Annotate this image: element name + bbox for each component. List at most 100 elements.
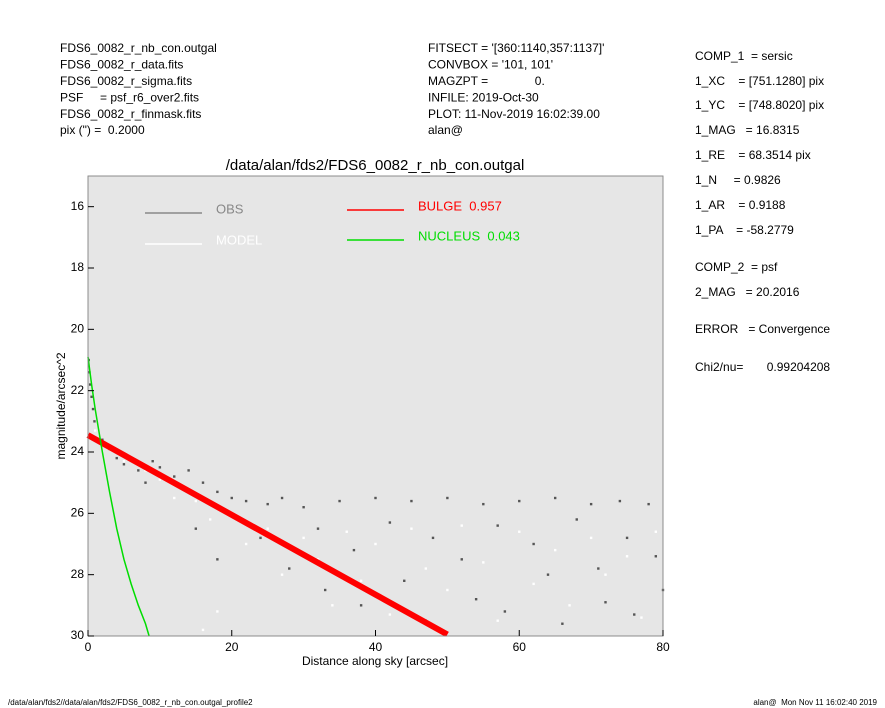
data-point bbox=[647, 502, 650, 506]
data-point bbox=[194, 499, 198, 503]
fit-parameter: Chi2/nu= 0.99204208 bbox=[695, 360, 830, 374]
header-left-line: pix (") = 0.2000 bbox=[60, 123, 145, 137]
data-point bbox=[553, 548, 557, 552]
legend-label: OBS bbox=[216, 201, 244, 216]
legend-label: BULGE 0.957 bbox=[418, 198, 502, 213]
y-tick-label: 18 bbox=[71, 260, 85, 274]
data-point bbox=[403, 579, 406, 582]
data-point bbox=[640, 616, 643, 619]
fit-parameter: ERROR = Convergence bbox=[695, 322, 830, 336]
data-point bbox=[503, 610, 507, 613]
data-point bbox=[244, 499, 248, 503]
data-point bbox=[654, 555, 658, 558]
fit-parameter: 1_N = 0.9826 bbox=[695, 173, 781, 187]
data-point bbox=[216, 490, 219, 494]
data-point bbox=[589, 502, 593, 506]
profile-line bbox=[87, 356, 150, 637]
y-tick-label: 30 bbox=[71, 628, 85, 642]
data-point bbox=[546, 573, 550, 576]
header-center-line: FITSECT = '[360:1140,357:1137]' bbox=[428, 41, 604, 55]
fit-parameter: 2_MAG = 20.2016 bbox=[695, 285, 800, 299]
fit-parameter: COMP_1 = sersic bbox=[695, 49, 793, 63]
y-tick-label: 24 bbox=[71, 444, 85, 458]
header-center-line: alan@ bbox=[428, 123, 463, 137]
data-point bbox=[424, 567, 428, 570]
x-tick-label: 0 bbox=[85, 640, 92, 654]
data-point bbox=[122, 460, 126, 463]
data-point bbox=[482, 561, 485, 564]
data-point bbox=[158, 478, 162, 481]
header-left-line: FDS6_0082_r_data.fits bbox=[60, 58, 183, 72]
data-point bbox=[201, 628, 205, 632]
data-point bbox=[388, 613, 392, 616]
data-point bbox=[173, 475, 176, 478]
header-left-line: FDS6_0082_r_sigma.fits bbox=[60, 74, 192, 88]
data-point bbox=[288, 567, 291, 570]
data-point bbox=[482, 502, 485, 506]
data-point bbox=[460, 524, 463, 527]
fit-parameter: 1_YC = [748.8020] pix bbox=[695, 98, 824, 112]
data-point bbox=[359, 579, 363, 582]
data-point bbox=[280, 573, 284, 576]
data-point bbox=[625, 536, 629, 540]
data-point bbox=[553, 496, 557, 500]
y-tick-label: 20 bbox=[71, 322, 85, 336]
data-point bbox=[151, 460, 154, 463]
data-point bbox=[561, 622, 564, 625]
header-center-line: PLOT: 11-Nov-2019 16:02:39.00 bbox=[428, 107, 600, 121]
data-point bbox=[316, 527, 320, 530]
x-tick-label: 20 bbox=[225, 640, 239, 654]
y-axis-label: magnitude/arcsec^2 bbox=[54, 352, 68, 459]
data-point bbox=[359, 604, 363, 607]
data-point bbox=[625, 555, 629, 558]
data-point bbox=[410, 499, 413, 503]
fit-parameter: 1_RE = 68.3514 pix bbox=[695, 148, 811, 162]
header-left-line: FDS6_0082_r_nb_con.outgal bbox=[60, 41, 217, 55]
x-tick-label: 60 bbox=[513, 640, 527, 654]
legend-label: NUCLEUS 0.043 bbox=[418, 228, 520, 243]
data-point bbox=[201, 481, 205, 484]
fit-parameter: 1_MAG = 16.8315 bbox=[695, 123, 800, 137]
header-left-line: PSF = psf_r6_over2.fits bbox=[60, 90, 199, 104]
legend-label: MODEL bbox=[216, 232, 262, 247]
data-point bbox=[216, 610, 219, 613]
data-point bbox=[187, 469, 190, 472]
data-point bbox=[323, 588, 327, 592]
data-point bbox=[589, 536, 593, 540]
data-point bbox=[93, 429, 97, 432]
data-point bbox=[568, 604, 571, 607]
header-center-line: INFILE: 2019-Oct-30 bbox=[428, 90, 539, 104]
header-center-line: CONVBOX = '101, 101' bbox=[428, 58, 553, 72]
data-point bbox=[460, 558, 463, 561]
data-point bbox=[446, 496, 449, 500]
data-point bbox=[597, 567, 600, 570]
data-point bbox=[410, 527, 413, 530]
data-point bbox=[122, 463, 126, 466]
header-left-line: FDS6_0082_r_finmask.fits bbox=[60, 107, 201, 121]
fit-parameter: COMP_2 = psf bbox=[695, 260, 778, 274]
data-point bbox=[575, 518, 578, 521]
data-point bbox=[244, 542, 248, 546]
data-point bbox=[518, 530, 521, 533]
plot-area bbox=[87, 175, 664, 637]
data-point bbox=[352, 548, 356, 552]
data-point bbox=[374, 542, 377, 546]
data-point bbox=[302, 506, 305, 509]
data-point bbox=[91, 407, 95, 411]
y-tick-label: 22 bbox=[71, 383, 85, 397]
data-point bbox=[496, 524, 499, 527]
data-point bbox=[331, 604, 334, 607]
profile-line bbox=[86, 432, 449, 638]
data-point bbox=[137, 469, 140, 472]
data-point bbox=[345, 530, 348, 533]
data-point bbox=[633, 613, 636, 616]
data-point bbox=[431, 536, 435, 540]
data-point bbox=[93, 420, 96, 423]
data-point bbox=[374, 496, 377, 500]
data-point bbox=[496, 619, 499, 622]
data-point bbox=[88, 383, 92, 386]
footer-left: /data/alan/fds2//data/alan/fds2/FDS6_008… bbox=[8, 698, 253, 707]
data-point bbox=[216, 558, 219, 561]
data-point bbox=[618, 499, 622, 503]
